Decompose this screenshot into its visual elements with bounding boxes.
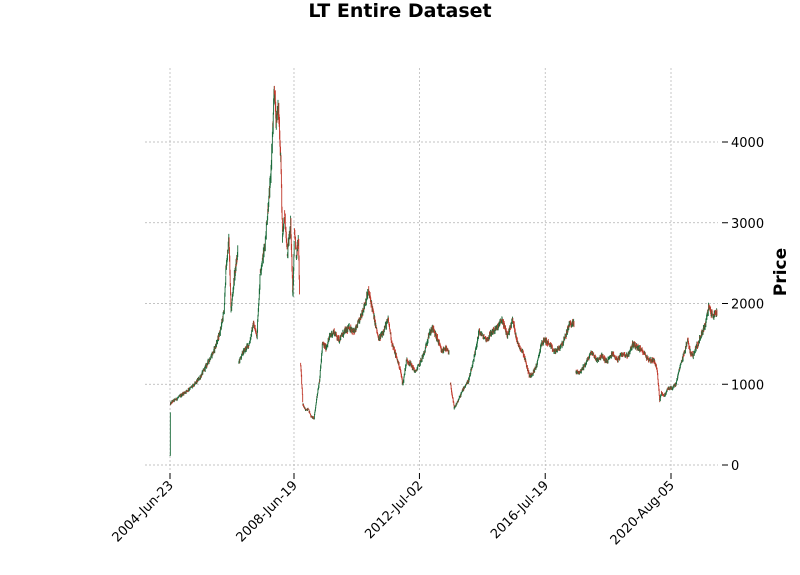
y-tick-label: 0	[731, 459, 739, 474]
x-tick-label: 2020-Aug-05	[608, 478, 678, 548]
y-tick-label: 3000	[731, 217, 764, 232]
axes: 0 1000 2000 3000 4000 2004-Jun-23 2008-Jun-19 2…	[110, 136, 764, 548]
y-axis-label: Price	[771, 248, 791, 296]
chart-title: LT Entire Dataset	[308, 0, 492, 22]
x-tick-label: 2004-Jun-23	[110, 478, 177, 545]
candles	[169, 85, 718, 456]
y-tick-label: 1000	[731, 378, 764, 393]
y-tick-label: 2000	[731, 298, 764, 313]
y-tick-label: 4000	[731, 136, 764, 151]
grid	[145, 68, 718, 470]
x-tick-label: 2012-Jul-02	[362, 478, 426, 542]
x-tick-label: 2016-Jul-19	[488, 478, 552, 542]
x-tick-label: 2008-Jun-19	[234, 478, 301, 545]
